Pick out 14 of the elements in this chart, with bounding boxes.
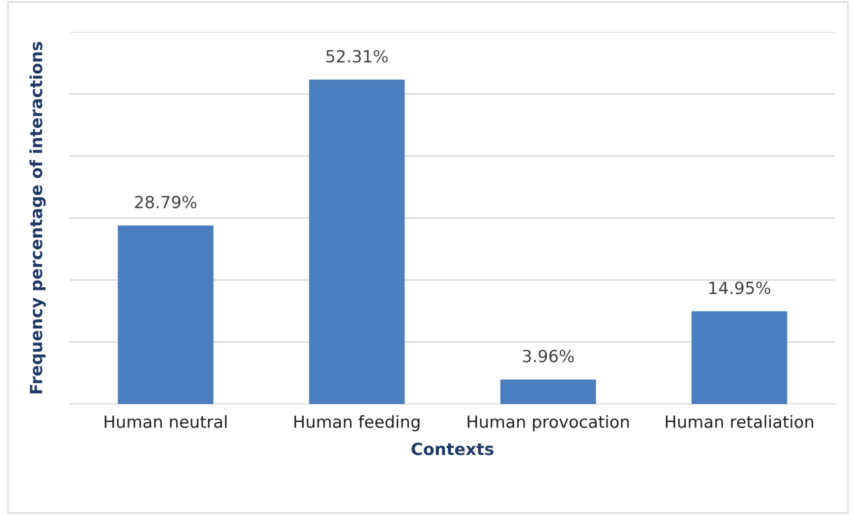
bar bbox=[309, 80, 405, 404]
y-axis-title: Frequency percentage of interactions bbox=[29, 42, 46, 394]
data-label: 52.31% bbox=[326, 50, 388, 63]
x-tick-label: Human retaliation bbox=[666, 415, 814, 428]
data-label: 28.79% bbox=[135, 196, 196, 208]
bar bbox=[692, 311, 788, 404]
bar bbox=[500, 379, 596, 404]
x-axis-title: Contexts bbox=[412, 442, 494, 456]
bar bbox=[118, 226, 214, 404]
data-label: 14.95% bbox=[709, 282, 770, 294]
x-tick-label: Human neutral bbox=[104, 415, 227, 428]
x-tick-label: Human feeding bbox=[294, 415, 420, 432]
data-label: 3.96% bbox=[522, 350, 574, 362]
x-tick-label: Human provocation bbox=[468, 415, 629, 432]
